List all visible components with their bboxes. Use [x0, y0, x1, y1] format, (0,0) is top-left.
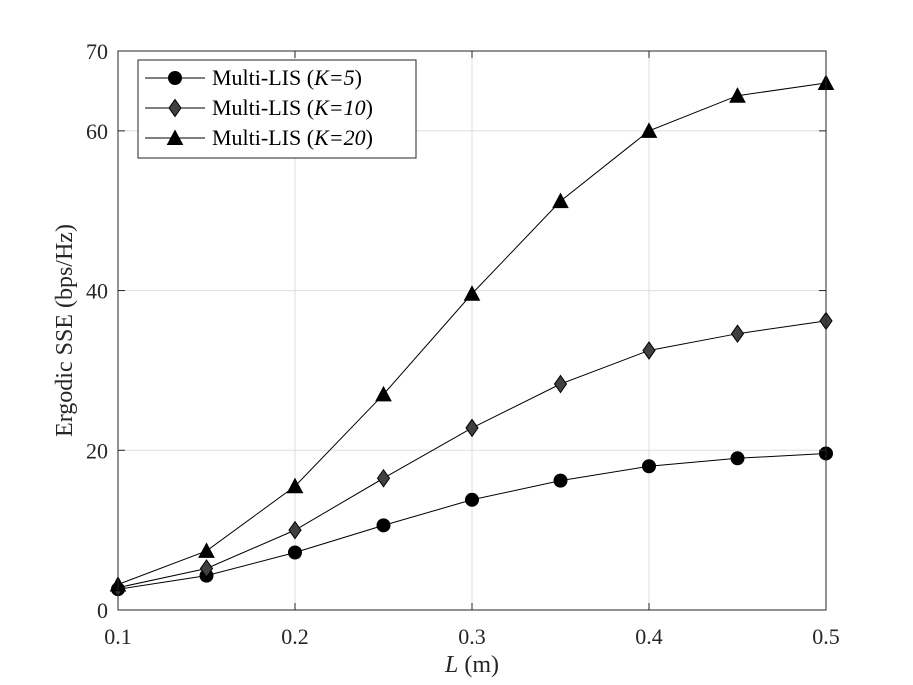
legend-items: Multi-LIS (K=5)Multi-LIS (K=10)Multi-LIS…: [145, 65, 373, 150]
y-tick-label: 60: [86, 119, 108, 144]
legend-item: Multi-LIS (K=10): [145, 95, 373, 120]
legend-label-suffix: ): [366, 125, 373, 150]
legend-marker-triangle: [166, 129, 184, 145]
x-axis-label: L (m): [444, 652, 499, 678]
x-axis-unit: (m): [458, 652, 499, 678]
legend-label-var: K=10: [313, 95, 366, 120]
data-point-circle: [642, 459, 656, 474]
data-point-triangle: [552, 192, 569, 209]
tick-labels: 0.1 0.2 0.3 0.4 0.5 0 20 40 60 70: [86, 39, 840, 649]
x-axis-variable: L: [444, 652, 458, 678]
x-tick-label: 0.3: [458, 624, 486, 649]
data-point-diamond: [465, 418, 479, 438]
data-point-diamond: [730, 324, 745, 344]
y-tick-label: 20: [86, 438, 108, 463]
legend-label-suffix: ): [366, 95, 373, 120]
legend: Multi-LIS (K=5)Multi-LIS (K=10)Multi-LIS…: [137, 59, 417, 159]
data-point-circle: [553, 473, 568, 488]
data-point-circle: [288, 545, 302, 560]
data-point-diamond: [642, 341, 656, 360]
tick-marks: [117, 50, 827, 611]
data-point-triangle: [375, 385, 392, 402]
x-tick-label: 0.2: [281, 624, 309, 649]
data-point-circle: [376, 518, 391, 533]
legend-label-prefix: Multi-LIS (: [212, 125, 314, 150]
legend-label: Multi-LIS (K=10): [212, 95, 373, 120]
y-tick-label: 70: [86, 39, 108, 64]
legend-marker-circle: [168, 71, 182, 85]
data-point-diamond: [376, 468, 391, 488]
legend-marker-diamond: [168, 98, 182, 118]
data-point-triangle: [286, 477, 304, 494]
legend-label-prefix: Multi-LIS (: [212, 95, 314, 120]
data-point-circle: [465, 492, 479, 507]
legend-label-var: K=5: [313, 65, 355, 90]
data-point-diamond: [553, 374, 568, 394]
series-triangle: [109, 74, 835, 592]
legend-box: [137, 59, 417, 159]
data-point-circle: [730, 451, 745, 466]
data-point-triangle: [640, 122, 658, 138]
data-point-triangle: [463, 285, 481, 301]
x-tick-label: 0.5: [812, 624, 840, 649]
legend-item: Multi-LIS (K=5): [145, 65, 362, 90]
x-tick-label: 0.4: [635, 624, 663, 649]
series-diamond: [111, 311, 833, 598]
x-tick-label: 0.1: [104, 624, 132, 649]
y-axis-label: Ergodic SSE (bps/Hz): [52, 224, 78, 437]
y-tick-label: 40: [86, 279, 108, 304]
data-point-triangle: [198, 542, 215, 558]
series-layer: [109, 74, 835, 598]
legend-label-prefix: Multi-LIS (: [212, 65, 314, 90]
legend-label: Multi-LIS (K=20): [212, 125, 373, 150]
data-point-diamond: [199, 559, 214, 578]
legend-label: Multi-LIS (K=5): [212, 65, 362, 90]
legend-label-suffix: ): [355, 65, 362, 90]
data-point-diamond: [288, 520, 302, 540]
y-tick-label: 0: [97, 598, 108, 623]
legend-label-var: K=20: [313, 125, 366, 150]
legend-item: Multi-LIS (K=20): [145, 125, 373, 150]
data-point-triangle: [729, 87, 746, 103]
